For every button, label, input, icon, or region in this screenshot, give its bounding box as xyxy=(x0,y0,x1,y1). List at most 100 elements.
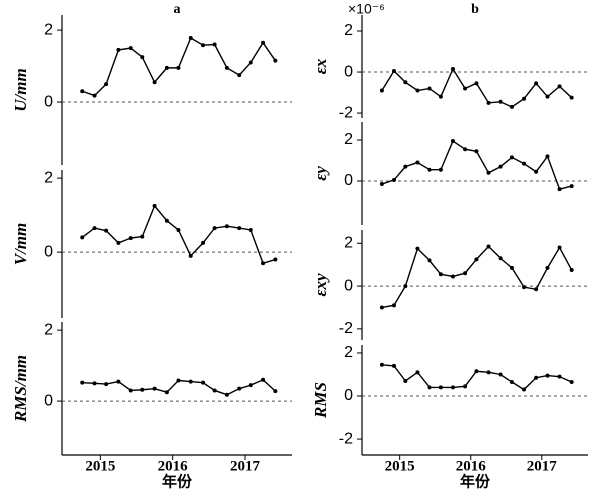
data-point xyxy=(116,47,121,52)
data-point xyxy=(450,139,455,144)
data-line xyxy=(81,204,276,265)
data-point xyxy=(450,274,455,279)
data-point xyxy=(164,390,169,395)
data-point xyxy=(391,69,396,74)
data-point xyxy=(212,42,217,47)
data-point xyxy=(534,81,539,86)
data-point xyxy=(522,285,527,290)
data-point xyxy=(273,389,278,394)
data-point xyxy=(474,149,479,154)
panel-title: a xyxy=(174,2,181,17)
data-point xyxy=(498,256,503,261)
y-tick-label: -2 xyxy=(339,104,353,121)
data-point xyxy=(557,245,562,250)
data-point xyxy=(201,43,206,48)
data-point xyxy=(212,226,217,231)
panel-title: b xyxy=(471,2,479,17)
data-point xyxy=(379,305,384,310)
data-point xyxy=(509,155,514,160)
data-line xyxy=(381,139,572,190)
data-point xyxy=(534,169,539,174)
y-tick-label: 0 xyxy=(344,387,353,404)
data-point xyxy=(545,265,550,270)
data-point xyxy=(237,226,242,231)
y-tick-label: -2 xyxy=(339,320,353,337)
x-axis-label: 年份 xyxy=(460,472,491,490)
data-point xyxy=(104,382,109,387)
data-point xyxy=(224,392,229,397)
data-point xyxy=(188,379,193,384)
data-point xyxy=(463,384,468,389)
y-tick-label: -2 xyxy=(339,430,353,447)
data-point xyxy=(415,88,420,93)
data-point xyxy=(164,218,169,223)
y-tick-label: 0 xyxy=(344,277,353,294)
data-point xyxy=(201,240,206,245)
data-point xyxy=(188,36,193,41)
data-point xyxy=(140,55,145,60)
data-point xyxy=(569,184,574,189)
data-point xyxy=(379,182,384,187)
data-point xyxy=(545,373,550,378)
y-tick-label: 0 xyxy=(44,243,53,260)
data-point xyxy=(391,177,396,182)
data-point xyxy=(534,375,539,380)
data-line xyxy=(381,245,573,309)
data-point xyxy=(403,284,408,289)
data-point xyxy=(474,81,479,86)
y-axis-label: U/mm xyxy=(11,68,30,111)
data-point xyxy=(273,58,278,63)
data-point xyxy=(128,46,133,51)
data-point xyxy=(391,363,396,368)
data-point xyxy=(261,261,266,266)
data-point xyxy=(450,66,455,71)
data-point xyxy=(522,96,527,101)
data-point xyxy=(569,268,574,273)
y-tick-label: 0 xyxy=(344,63,353,80)
data-point xyxy=(427,385,432,390)
data-point xyxy=(498,372,503,377)
data-point xyxy=(427,258,432,263)
x-tick-label: 2015 xyxy=(85,458,115,474)
data-point xyxy=(92,226,97,231)
data-point xyxy=(498,99,503,104)
data-point xyxy=(438,385,443,390)
y-tick-label: 2 xyxy=(344,131,353,148)
data-point xyxy=(140,234,145,239)
y-tick-label: 0 xyxy=(44,93,53,110)
data-line xyxy=(381,67,573,108)
data-point xyxy=(415,160,420,165)
y-tick-label: 2 xyxy=(344,22,353,39)
data-point xyxy=(509,380,514,385)
data-point xyxy=(92,381,97,386)
data-point xyxy=(391,303,396,308)
data-point xyxy=(474,257,479,262)
data-point xyxy=(104,228,109,233)
data-point xyxy=(80,380,85,385)
y-tick-label: 2 xyxy=(44,169,53,186)
data-point xyxy=(569,380,574,385)
data-point xyxy=(415,370,420,375)
data-point xyxy=(498,164,503,169)
data-point xyxy=(237,386,242,391)
x-tick-label: 2016 xyxy=(456,458,487,474)
data-point xyxy=(509,265,514,270)
data-point xyxy=(128,236,133,241)
data-point xyxy=(522,161,527,166)
data-point xyxy=(152,386,157,391)
data-point xyxy=(261,377,266,382)
y-tick-label: 0 xyxy=(344,172,353,189)
data-point xyxy=(486,100,491,105)
data-point xyxy=(557,374,562,379)
data-point xyxy=(164,65,169,70)
data-point xyxy=(128,388,133,393)
data-point xyxy=(212,388,217,393)
data-point xyxy=(273,257,278,262)
data-point xyxy=(486,244,491,249)
data-point xyxy=(248,60,253,65)
data-point xyxy=(152,203,157,208)
data-point xyxy=(427,86,432,91)
data-point xyxy=(534,287,539,292)
y-axis-label: RMS xyxy=(311,382,330,419)
